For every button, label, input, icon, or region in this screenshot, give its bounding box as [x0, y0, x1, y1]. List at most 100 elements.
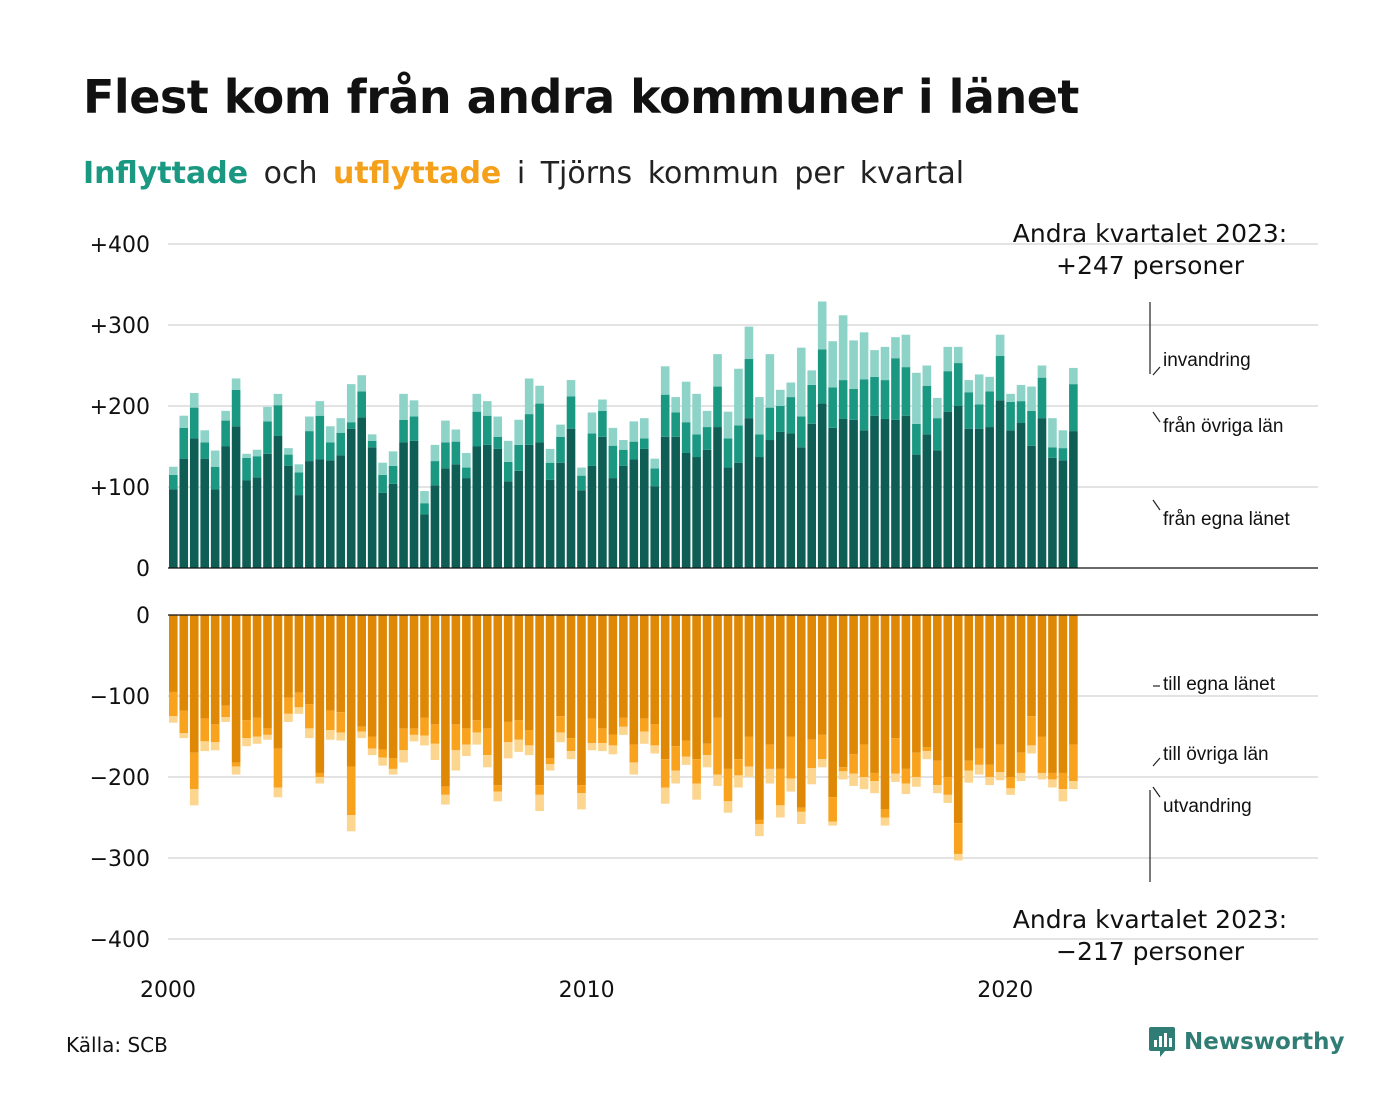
bar-in-ovriga-lan — [535, 403, 544, 443]
bar-in-ovriga-lan — [891, 358, 900, 420]
bar-in-invandring — [765, 354, 775, 408]
bar-out-egna-lanet — [242, 615, 251, 721]
bar-in-invandring — [786, 382, 796, 398]
bar-out-ovriga-lan — [765, 744, 775, 769]
bar-in-ovriga-lan — [169, 474, 178, 490]
bar-out-ovriga-lan — [336, 712, 346, 733]
bar-out-egna-lanet — [974, 615, 984, 749]
bar-in-invandring — [451, 429, 461, 442]
bar-in-invandring — [933, 397, 942, 419]
bar-out-egna-lanet — [315, 615, 325, 773]
bar-out-utvandring — [660, 787, 670, 804]
bar-in-egna-lanet — [796, 447, 806, 568]
newsworthy-logo-icon — [1149, 1027, 1175, 1057]
bar-out-ovriga-lan — [619, 717, 628, 727]
bar-out-egna-lanet — [462, 615, 471, 729]
bar-in-egna-lanet — [388, 483, 398, 568]
bar-in-invandring — [1027, 386, 1036, 411]
bar-in-invandring — [598, 399, 607, 411]
bar-in-invandring — [713, 354, 722, 387]
bar-out-ovriga-lan — [734, 759, 743, 776]
bar-in-ovriga-lan — [430, 461, 440, 486]
bar-in-invandring — [807, 370, 817, 385]
bar-out-egna-lanet — [545, 615, 555, 759]
bar-in-egna-lanet — [524, 444, 534, 568]
bar-out-ovriga-lan — [1006, 777, 1015, 789]
bar-out-utvandring — [336, 732, 346, 741]
bar-out-ovriga-lan — [273, 748, 283, 788]
bar-in-ovriga-lan — [200, 442, 209, 459]
y-tick-bottom: −100 — [90, 685, 150, 710]
bar-out-egna-lanet — [765, 615, 775, 745]
bar-out-egna-lanet — [1069, 615, 1078, 745]
bar-out-utvandring — [535, 794, 544, 812]
bar-in-egna-lanet — [325, 460, 335, 568]
bar-out-utvandring — [713, 774, 722, 786]
bar-out-utvandring — [273, 787, 283, 798]
bar-out-ovriga-lan — [451, 724, 461, 751]
bar-in-egna-lanet — [619, 465, 628, 568]
bar-in-invandring — [859, 332, 869, 380]
leader-egna-lanet — [1152, 499, 1161, 511]
bar-out-egna-lanet — [514, 615, 523, 721]
bar-in-ovriga-lan — [210, 466, 220, 490]
bar-out-egna-lanet — [221, 615, 230, 706]
bar-in-ovriga-lan — [1048, 447, 1057, 458]
bar-in-egna-lanet — [493, 448, 503, 568]
bar-in-ovriga-lan — [252, 456, 262, 478]
bar-out-egna-lanet — [629, 615, 639, 745]
label-utvandring: utvandring — [1163, 796, 1252, 817]
bar-in-ovriga-lan — [336, 432, 346, 456]
bar-in-ovriga-lan — [629, 441, 639, 460]
bar-out-utvandring — [577, 793, 586, 810]
bar-out-ovriga-lan — [378, 749, 387, 758]
bar-out-utvandring — [629, 762, 639, 775]
bar-out-egna-lanet — [744, 615, 754, 737]
bar-in-ovriga-lan — [765, 407, 775, 441]
bar-out-ovriga-lan — [723, 768, 733, 802]
bar-in-invandring — [681, 381, 691, 423]
bar-in-egna-lanet — [535, 442, 544, 568]
bar-in-ovriga-lan — [817, 349, 827, 404]
bar-in-invandring — [305, 416, 314, 432]
bar-out-egna-lanet — [807, 615, 817, 740]
bar-out-egna-lanet — [357, 615, 366, 727]
bar-out-utvandring — [817, 759, 827, 768]
bar-in-egna-lanet — [200, 458, 209, 568]
bar-out-utvandring — [943, 794, 953, 803]
bar-in-invandring — [629, 421, 639, 442]
bar-in-invandring — [524, 378, 534, 415]
bar-in-ovriga-lan — [189, 407, 199, 439]
bar-in-invandring — [870, 350, 879, 377]
bar-in-egna-lanet — [179, 458, 189, 568]
bar-out-utvandring — [441, 794, 450, 805]
bar-out-egna-lanet — [451, 615, 461, 725]
bar-out-ovriga-lan — [639, 718, 649, 732]
bar-in-egna-lanet — [284, 465, 293, 568]
bar-in-invandring — [535, 385, 544, 404]
bar-in-egna-lanet — [242, 480, 251, 568]
bar-out-egna-lanet — [231, 615, 241, 763]
bar-in-invandring — [242, 453, 251, 458]
bar-in-egna-lanet — [660, 436, 670, 568]
bar-out-utvandring — [430, 743, 440, 760]
bar-out-egna-lanet — [577, 615, 586, 786]
y-tick-top: +200 — [90, 395, 150, 420]
bar-out-utvandring — [200, 741, 209, 752]
bar-out-ovriga-lan — [545, 758, 555, 765]
bar-in-ovriga-lan — [985, 391, 994, 428]
bar-in-ovriga-lan — [441, 442, 450, 469]
bar-in-ovriga-lan — [912, 423, 921, 455]
bar-in-egna-lanet — [985, 427, 994, 568]
bar-out-utvandring — [514, 739, 523, 752]
bar-out-ovriga-lan — [566, 738, 576, 752]
bar-out-egna-lanet — [702, 615, 712, 744]
bar-in-ovriga-lan — [608, 445, 618, 479]
bar-out-ovriga-lan — [284, 697, 293, 714]
bar-out-ovriga-lan — [514, 720, 523, 740]
bar-out-ovriga-lan — [388, 758, 398, 769]
bar-out-egna-lanet — [943, 615, 953, 777]
bar-out-ovriga-lan — [462, 728, 471, 745]
bar-out-ovriga-lan — [964, 760, 974, 771]
bar-in-invandring — [221, 410, 230, 421]
